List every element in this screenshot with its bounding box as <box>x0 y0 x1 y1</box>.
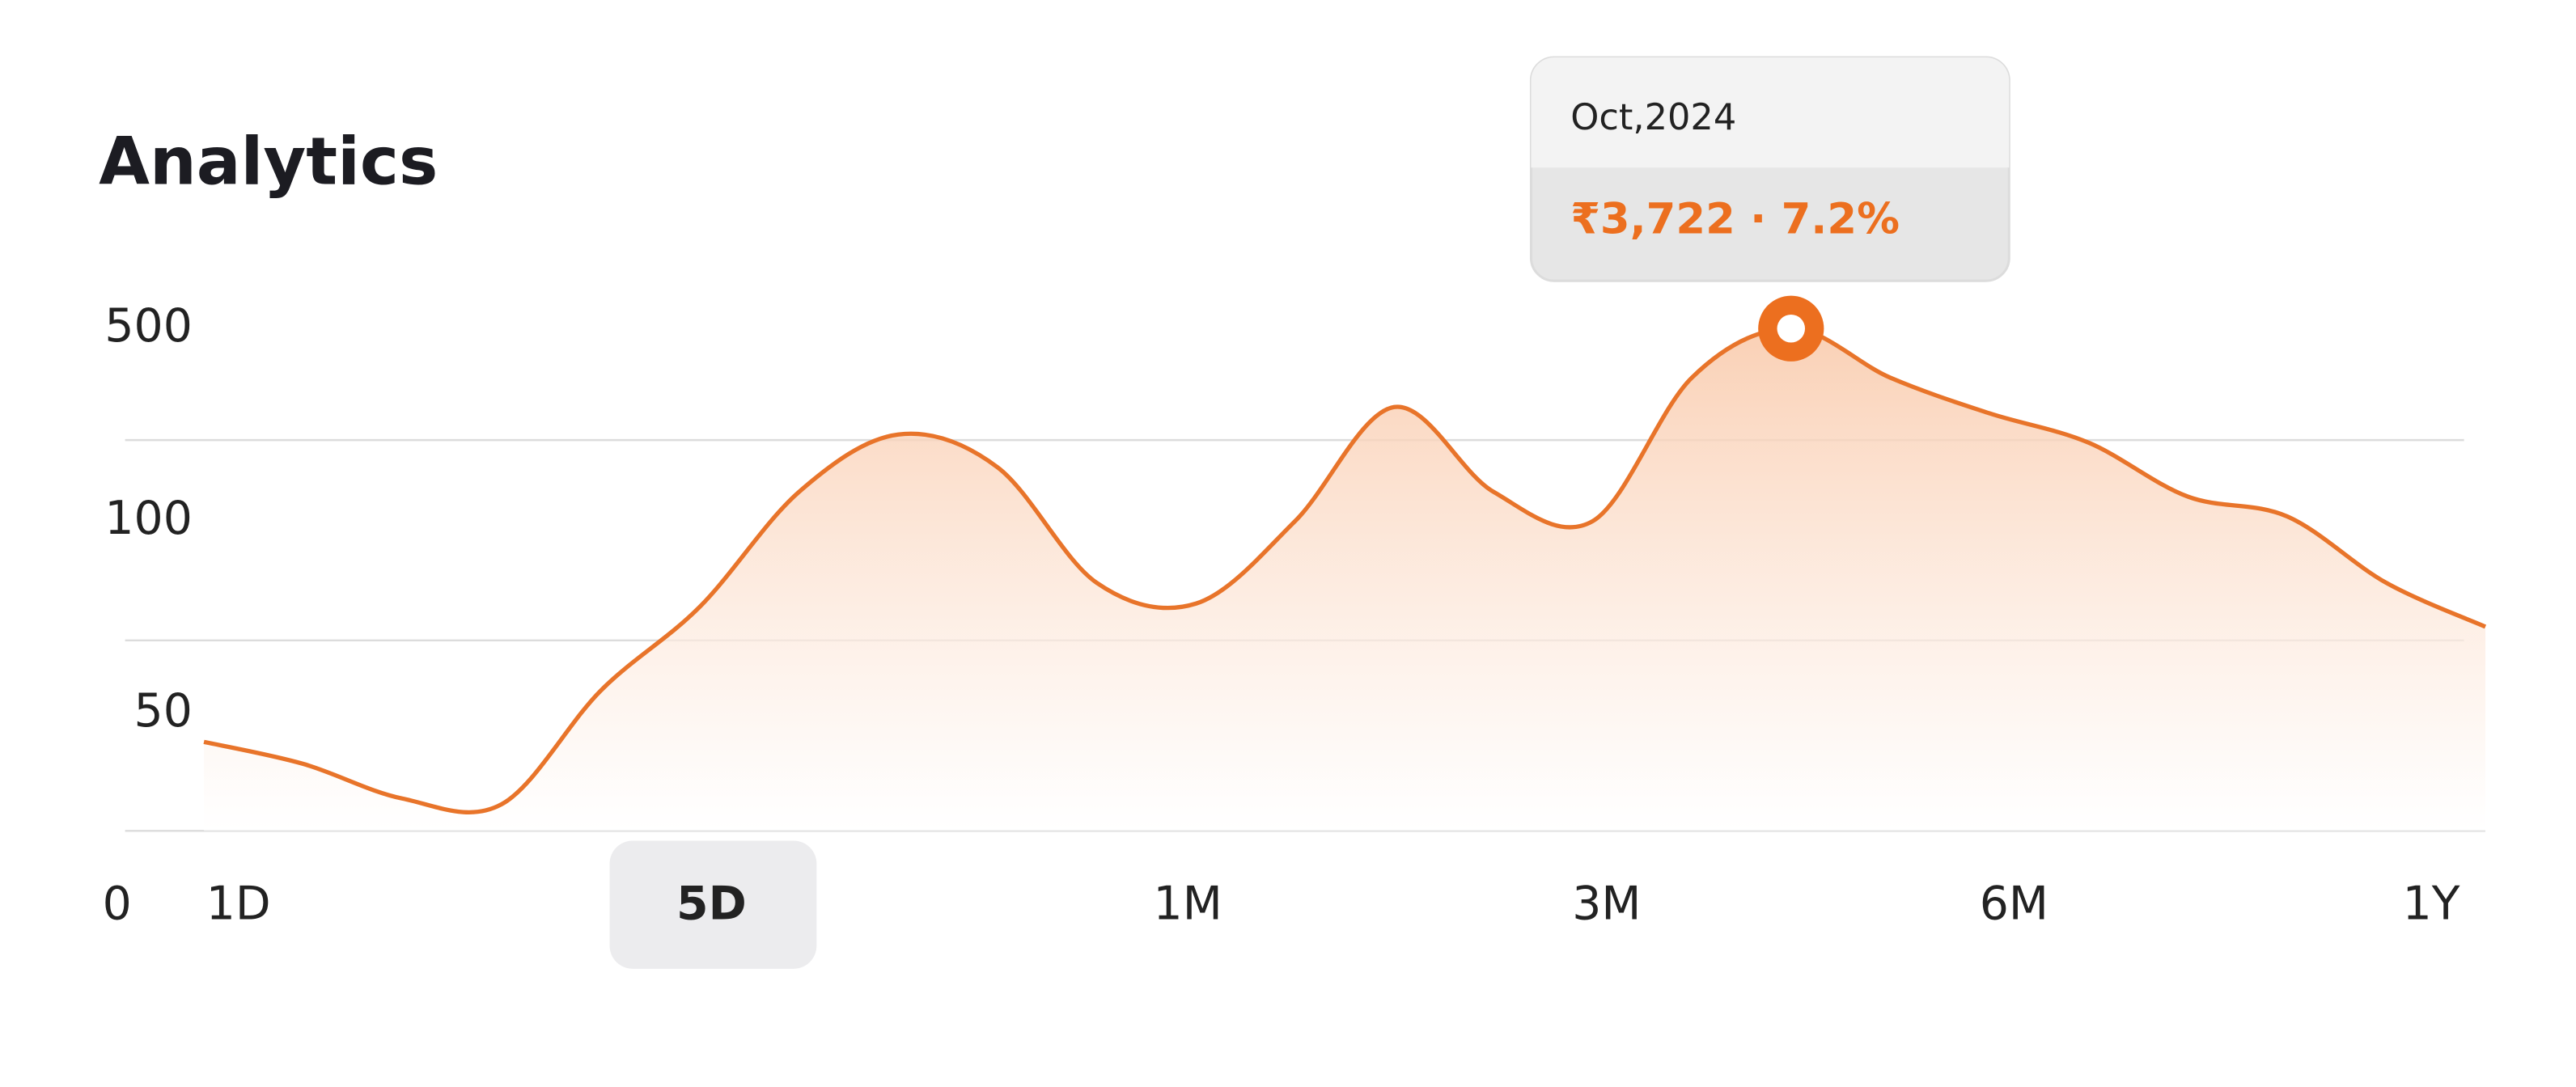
y-tick-label: 0 <box>103 877 132 930</box>
y-tick-label: 500 <box>104 299 192 353</box>
range-tab[interactable]: 5D <box>676 877 747 930</box>
range-tab[interactable]: 6M <box>1980 877 2049 930</box>
range-tab[interactable]: 1Y <box>2403 877 2460 930</box>
area <box>204 328 2486 831</box>
tooltip-header <box>1531 57 2010 168</box>
y-tick-label: 100 <box>104 492 192 545</box>
tooltip: Oct,2024 ₹3,722 · 7.2% <box>1529 56 2010 282</box>
plot <box>203 295 2487 831</box>
range-tab[interactable]: 3M <box>1572 877 1641 930</box>
title: Analytics <box>99 125 438 201</box>
hover-point-inner <box>1777 314 1806 343</box>
range-tab[interactable]: 1M <box>1154 877 1222 930</box>
line <box>203 326 2487 814</box>
selected-tab-bg <box>609 840 817 969</box>
tooltip-value: ₹3,722 · 7.2% <box>1570 195 1900 244</box>
range-tab[interactable]: 1D <box>206 877 271 930</box>
tooltip-date: Oct,2024 <box>1570 96 1736 138</box>
y-tick-label: 50 <box>134 684 193 738</box>
